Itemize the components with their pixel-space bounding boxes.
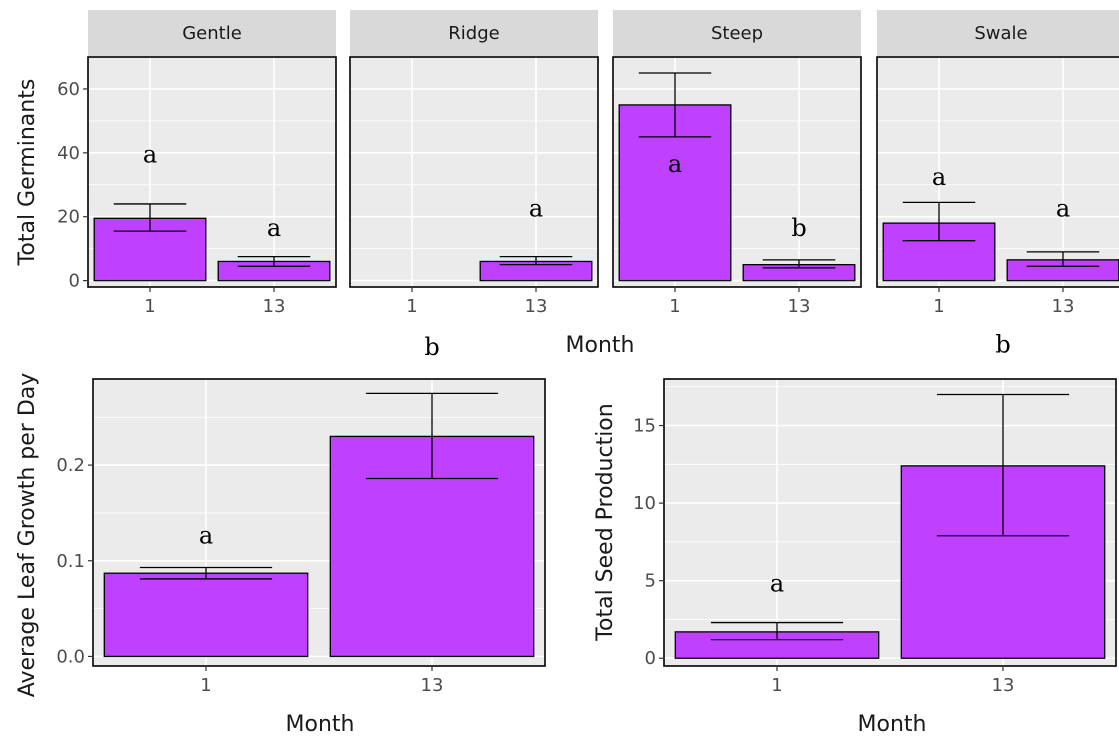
gentle-y-tick-label: 20 xyxy=(57,207,80,228)
steep-errorbar-month-13 xyxy=(762,259,836,269)
ridge-errorbar-month-13 xyxy=(499,256,573,266)
gentle-y-tick-label: 60 xyxy=(57,79,80,100)
facet-panel-steep: Steep a b 1 13 xyxy=(612,10,862,317)
seed-production-x-tick-label: 13 xyxy=(992,675,1015,696)
facet-panel-gentle: Gentle a a 1 13 0 20 40 60 xyxy=(57,10,337,317)
seed-production-y-axis-title: Total Seed Production xyxy=(593,403,618,641)
facet-strip-label: Steep xyxy=(711,23,763,44)
facet-panel-swale: Swale a a 1 13 xyxy=(876,10,1119,317)
facet-panel-ridge: Ridge a 1 13 xyxy=(349,10,599,317)
leaf-growth-significance-letter-month-13: b xyxy=(424,333,439,361)
seed-production-panel-border xyxy=(663,378,1117,667)
gentle-significance-letter-month-13: a xyxy=(267,214,281,242)
top-y-axis-title: Total Germinants xyxy=(15,79,40,267)
seed-production-y-tick-label: 10 xyxy=(633,493,656,514)
ridge-significance-letter-month-13: a xyxy=(529,195,543,223)
leaf-growth-chart: a b 1 13 0.0 0.1 0.2 xyxy=(56,333,546,696)
swale-panel-border xyxy=(876,56,1119,288)
seed-production-errorbar-month-1 xyxy=(710,621,844,641)
leaf-growth-y-tick-label: 0.0 xyxy=(56,646,85,667)
seed-production-x-axis-title: Month xyxy=(858,712,927,737)
ridge-panel-border xyxy=(349,56,599,288)
swale-errorbar-month-1 xyxy=(902,201,976,242)
top-x-axis-title: Month xyxy=(566,333,635,358)
gentle-errorbar-month-1 xyxy=(113,203,187,232)
steep-errorbar-month-1 xyxy=(638,72,712,138)
leaf-growth-errorbar-month-1 xyxy=(139,566,273,580)
gentle-x-tick-label: 1 xyxy=(144,296,155,317)
gentle-y-tick-label: 0 xyxy=(69,271,80,292)
gentle-panel-border xyxy=(87,56,337,288)
ridge-x-tick-label: 13 xyxy=(525,296,548,317)
swale-significance-letter-month-13: a xyxy=(1056,195,1070,223)
steep-significance-letter-month-13: b xyxy=(791,214,806,242)
leaf-growth-panel-border xyxy=(92,378,546,667)
facet-strip xyxy=(350,10,598,56)
leaf-growth-y-axis-title: Average Leaf Growth per Day xyxy=(15,373,40,698)
seed-production-x-tick-label: 1 xyxy=(771,675,782,696)
leaf-growth-x-tick-label: 13 xyxy=(421,675,444,696)
leaf-growth-significance-letter-month-1: a xyxy=(199,522,213,550)
seed-production-chart: a b 1 13 0 5 10 15 xyxy=(633,331,1117,696)
seed-production-y-tick-label: 15 xyxy=(633,416,656,437)
seed-production-y-tick-label: 5 xyxy=(645,571,656,592)
swale-x-tick-label: 13 xyxy=(1052,296,1075,317)
steep-x-tick-label: 1 xyxy=(669,296,680,317)
facet-strip xyxy=(88,10,336,56)
leaf-growth-y-tick-label: 0.1 xyxy=(56,551,85,572)
steep-x-tick-label: 13 xyxy=(788,296,811,317)
facet-strip xyxy=(613,10,861,56)
facet-strip-label: Gentle xyxy=(182,23,242,44)
swale-significance-letter-month-1: a xyxy=(932,163,946,191)
facet-strip-label: Ridge xyxy=(448,23,499,44)
steep-significance-letter-month-1: a xyxy=(668,150,682,178)
ridge-x-tick-label: 1 xyxy=(406,296,417,317)
leaf-growth-x-tick-label: 1 xyxy=(200,675,211,696)
leaf-growth-x-axis-title: Month xyxy=(286,712,355,737)
seed-production-errorbar-month-13 xyxy=(936,393,1070,537)
seed-production-significance-letter-month-13: b xyxy=(995,331,1010,359)
seed-production-significance-letter-month-1: a xyxy=(770,570,784,598)
leaf-growth-errorbar-month-13 xyxy=(365,392,499,480)
ridge-panel-background xyxy=(350,57,598,287)
facet-strip xyxy=(877,10,1119,56)
swale-x-tick-label: 1 xyxy=(933,296,944,317)
facet-strip-label: Swale xyxy=(974,23,1027,44)
leaf-growth-y-tick-label: 0.2 xyxy=(56,455,85,476)
gentle-y-tick-label: 40 xyxy=(57,143,80,164)
steep-panel-border xyxy=(612,56,862,288)
seed-production-y-tick-label: 0 xyxy=(645,648,656,669)
gentle-x-tick-label: 13 xyxy=(263,296,286,317)
leaf-growth-bar-month-1 xyxy=(103,572,309,658)
gentle-significance-letter-month-1: a xyxy=(143,140,157,168)
gentle-errorbar-month-13 xyxy=(237,256,311,267)
swale-errorbar-month-13 xyxy=(1026,251,1100,267)
